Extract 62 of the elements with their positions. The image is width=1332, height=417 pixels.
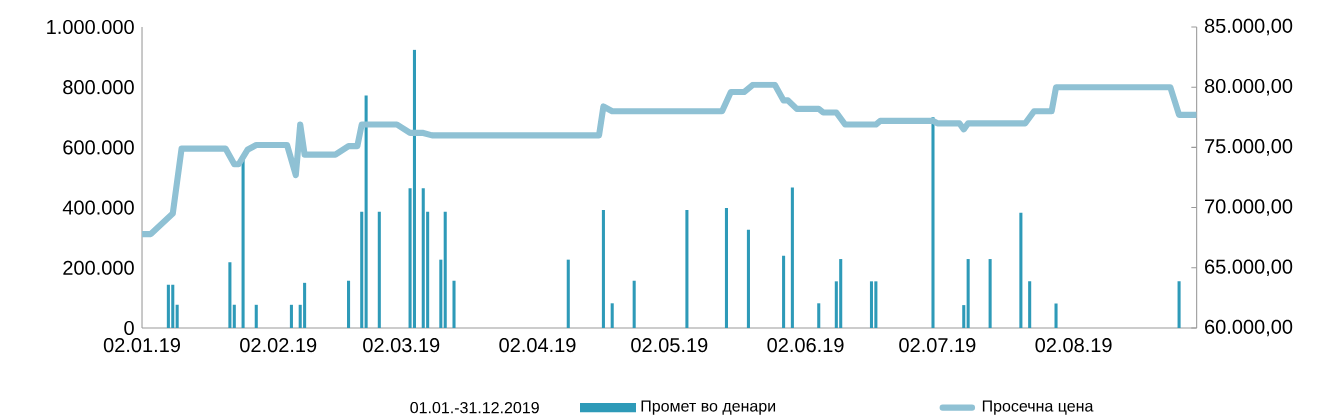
bar — [839, 259, 843, 328]
y2-tick-label: 65.000,00 — [1205, 259, 1293, 277]
x-tick-label: 02.08.19 — [1035, 338, 1112, 353]
bar — [869, 281, 874, 328]
x-tick-label: 02.04.19 — [499, 338, 576, 353]
bar — [601, 210, 605, 328]
y2-tick-label: 80.000,00 — [1204, 78, 1293, 96]
bar — [782, 255, 786, 328]
bar — [610, 303, 614, 328]
bar — [347, 280, 351, 328]
bar — [452, 280, 456, 328]
bar — [232, 304, 236, 328]
bar — [289, 304, 293, 328]
bar — [439, 259, 443, 328]
bar — [790, 187, 794, 328]
x-tick-label: 02.03.19 — [363, 338, 440, 353]
y-tick-label: 1.000.000 — [47, 19, 134, 35]
x-tick-label: 02.06.19 — [767, 338, 844, 353]
bar — [966, 259, 970, 328]
y-tick-label: 0 — [124, 320, 134, 336]
bar — [360, 211, 364, 328]
text: 01.01.-31.12.2019 — [410, 401, 539, 414]
bar — [166, 284, 170, 328]
bar — [746, 229, 750, 328]
bar — [377, 211, 381, 328]
bar — [931, 117, 935, 328]
y2-tick-label: 70.000,00 — [1205, 199, 1293, 216]
bar — [724, 207, 728, 328]
bar — [241, 160, 245, 328]
bar — [421, 188, 425, 328]
x-tick-label: 02.02.19 — [240, 338, 317, 353]
y-tick-label: 600.000 — [63, 140, 134, 155]
bar — [412, 49, 416, 328]
bar — [443, 211, 447, 328]
legend-label: Промет во денари — [641, 400, 776, 415]
bar — [988, 259, 992, 328]
x-tick-label: 02.07.19 — [899, 338, 976, 353]
y2-tick-label: 75.000,00 — [1205, 139, 1293, 156]
bar — [817, 303, 821, 328]
bar — [1028, 281, 1032, 328]
bar — [874, 281, 878, 328]
bar — [1019, 212, 1023, 328]
bar — [632, 280, 636, 328]
bar — [175, 304, 179, 328]
bar — [254, 304, 258, 328]
bar — [1177, 281, 1181, 328]
legend-label: Просечна цена — [982, 400, 1094, 415]
y2-tick-label: 85.000,00 — [1204, 18, 1293, 36]
bar — [566, 259, 570, 328]
bar — [364, 95, 368, 328]
x-tick-label: 02.05.19 — [631, 338, 708, 353]
y-tick-label: 400.000 — [62, 200, 134, 215]
bar — [962, 305, 966, 328]
bar — [228, 262, 232, 328]
x-tick-label: 02.01.19 — [103, 338, 180, 353]
bar — [171, 284, 175, 328]
bar — [1054, 303, 1058, 328]
bar — [685, 210, 689, 328]
y2-tick-label: 60.000,00 — [1205, 319, 1293, 337]
bar — [303, 282, 307, 328]
y-tick-label: 800.000 — [63, 80, 134, 95]
y-tick-label: 200.000 — [63, 260, 134, 275]
